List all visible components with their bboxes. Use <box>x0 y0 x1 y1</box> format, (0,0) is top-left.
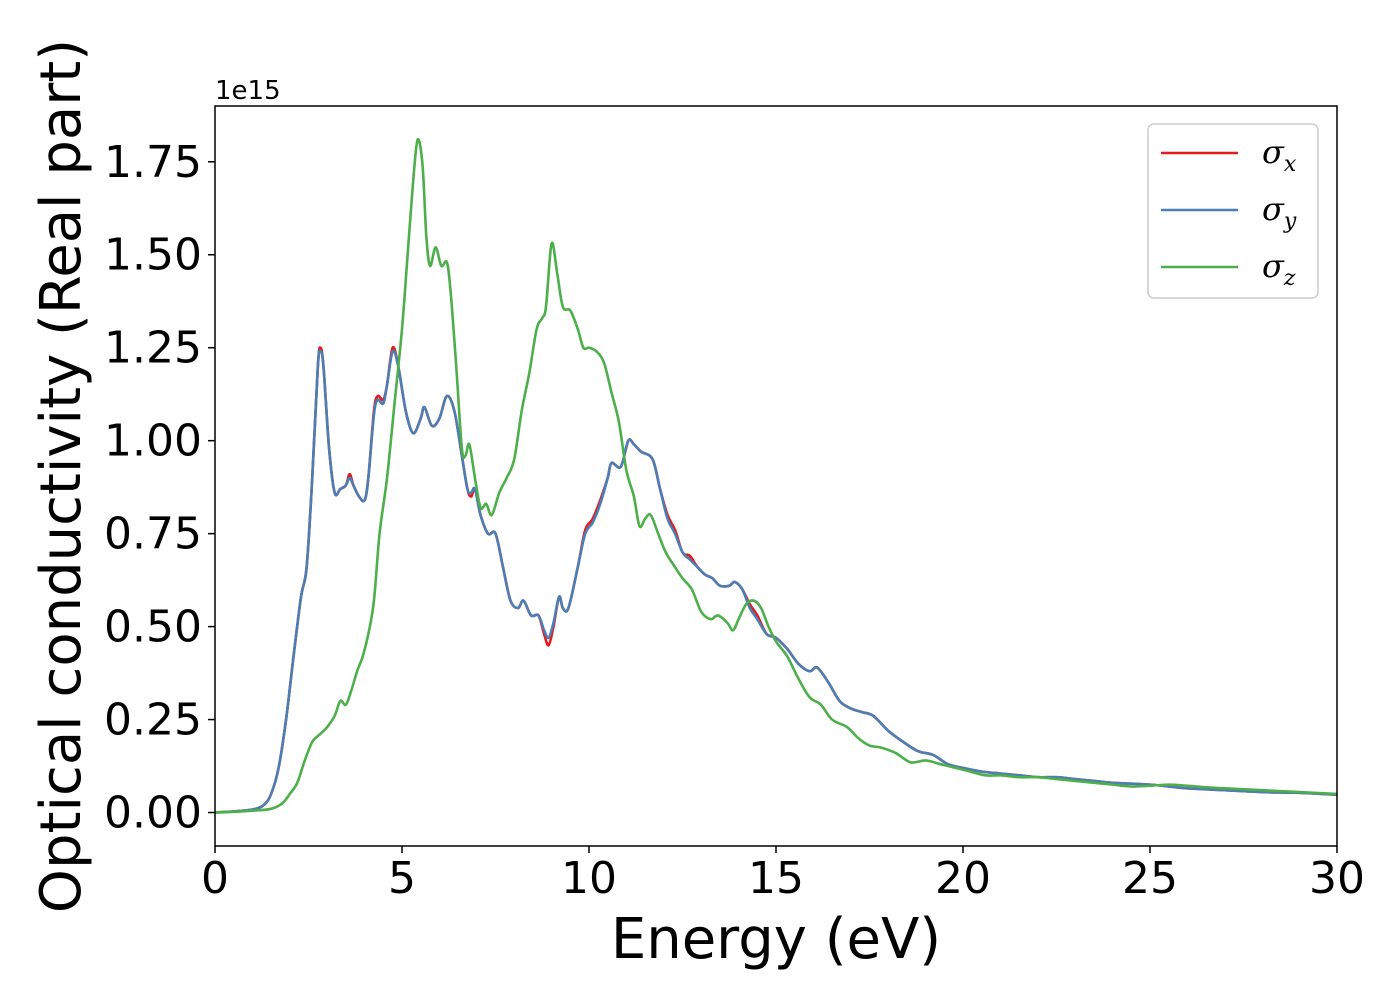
x-tick-label: 15 <box>748 853 804 904</box>
y-tick-label: 1.75 <box>104 137 202 188</box>
y-tick-label: 1.50 <box>104 230 202 281</box>
x-tick-label: 10 <box>561 853 617 904</box>
series-line-z <box>215 137 1337 814</box>
x-tick-label: 30 <box>1309 853 1365 904</box>
series-line-x <box>215 345 1337 814</box>
x-axis: 0 5 10 15 20 25 30 <box>201 846 1365 904</box>
y-axis-title: Optical conductivity (Real part) <box>29 39 94 913</box>
y-axis: 0.00 0.25 0.50 0.75 1.00 1.25 1.50 1.75 <box>104 137 215 839</box>
y-tick-label: 0.75 <box>104 509 202 560</box>
x-tick-label: 5 <box>388 853 416 904</box>
y-tick-label: 0.25 <box>104 695 202 746</box>
x-tick-label: 25 <box>1122 853 1178 904</box>
x-axis-title: Energy (eV) <box>611 907 941 972</box>
series-line-y <box>215 349 1337 814</box>
x-tick-label: 0 <box>201 853 229 904</box>
series-layer <box>215 137 1337 814</box>
y-tick-label: 0.50 <box>104 602 202 653</box>
y-tick-label: 1.25 <box>104 323 202 374</box>
y-offset-label: 1e15 <box>215 76 281 106</box>
x-tick-label: 20 <box>935 853 991 904</box>
y-tick-label: 0.00 <box>104 788 202 839</box>
y-tick-label: 1.00 <box>104 416 202 467</box>
